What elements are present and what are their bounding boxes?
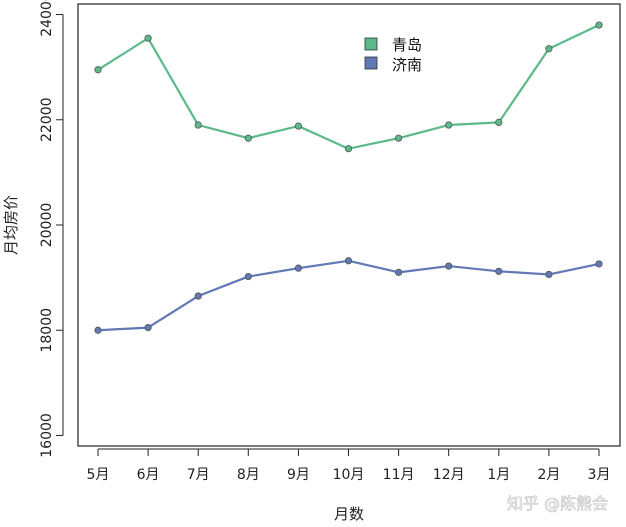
x-tick-label: 2月 [537,467,560,483]
watermark: 知乎 @陈熊会 [507,494,608,513]
y-tick-label: 16000 [39,413,55,458]
series-line-0 [97,24,600,150]
data-point [445,121,453,129]
data-point [144,324,152,332]
x-tick-label: 12月 [433,467,465,483]
data-point [94,66,102,74]
data-point [595,260,603,268]
data-point [394,134,403,142]
data-point [545,270,553,279]
data-point [445,262,453,270]
data-point [244,272,252,281]
x-tick-label: 10月 [333,467,365,483]
data-point [94,326,102,334]
data-point [194,121,202,129]
data-point [244,134,252,142]
legend: 青岛 济南 [364,36,422,74]
legend-label-jinan: 济南 [392,56,422,74]
data-point [545,45,553,53]
legend-swatch-jinan [364,56,378,70]
series-layer [94,21,603,334]
data-point [394,268,403,276]
x-tick-label: 9月 [287,467,310,483]
x-tick-label: 3月 [588,467,611,483]
y-axis: 16000 18000 20000 22000 24000 [39,0,64,458]
y-tick-label: 20000 [39,203,55,248]
x-axis: 5月 6月 7月 8月 9月 10月 11月 12月 1月 2月 3月 [87,448,611,483]
y-tick-label: 22000 [39,97,55,142]
data-point [344,257,353,265]
data-point [144,34,152,42]
y-tick-label: 18000 [39,308,55,353]
y-axis-title: 月均房价 [2,195,20,255]
x-tick-label: 7月 [187,467,210,483]
legend-swatch-qingdao [364,37,378,51]
x-tick-label: 8月 [237,467,260,483]
x-tick-label: 5月 [87,467,110,483]
x-tick-label: 6月 [137,467,160,483]
x-tick-label: 11月 [383,467,415,483]
data-point [595,21,603,29]
plot-frame [77,3,621,447]
series-line-1 [97,259,600,332]
data-point [495,118,503,126]
data-point [294,122,302,130]
legend-label-qingdao: 青岛 [392,36,422,54]
data-point [495,267,503,275]
y-tick-label: 24000 [39,0,55,37]
x-axis-title: 月数 [334,505,364,523]
data-point [194,292,202,300]
data-point [294,264,302,272]
data-point [344,145,353,153]
x-tick-label: 1月 [487,467,510,483]
